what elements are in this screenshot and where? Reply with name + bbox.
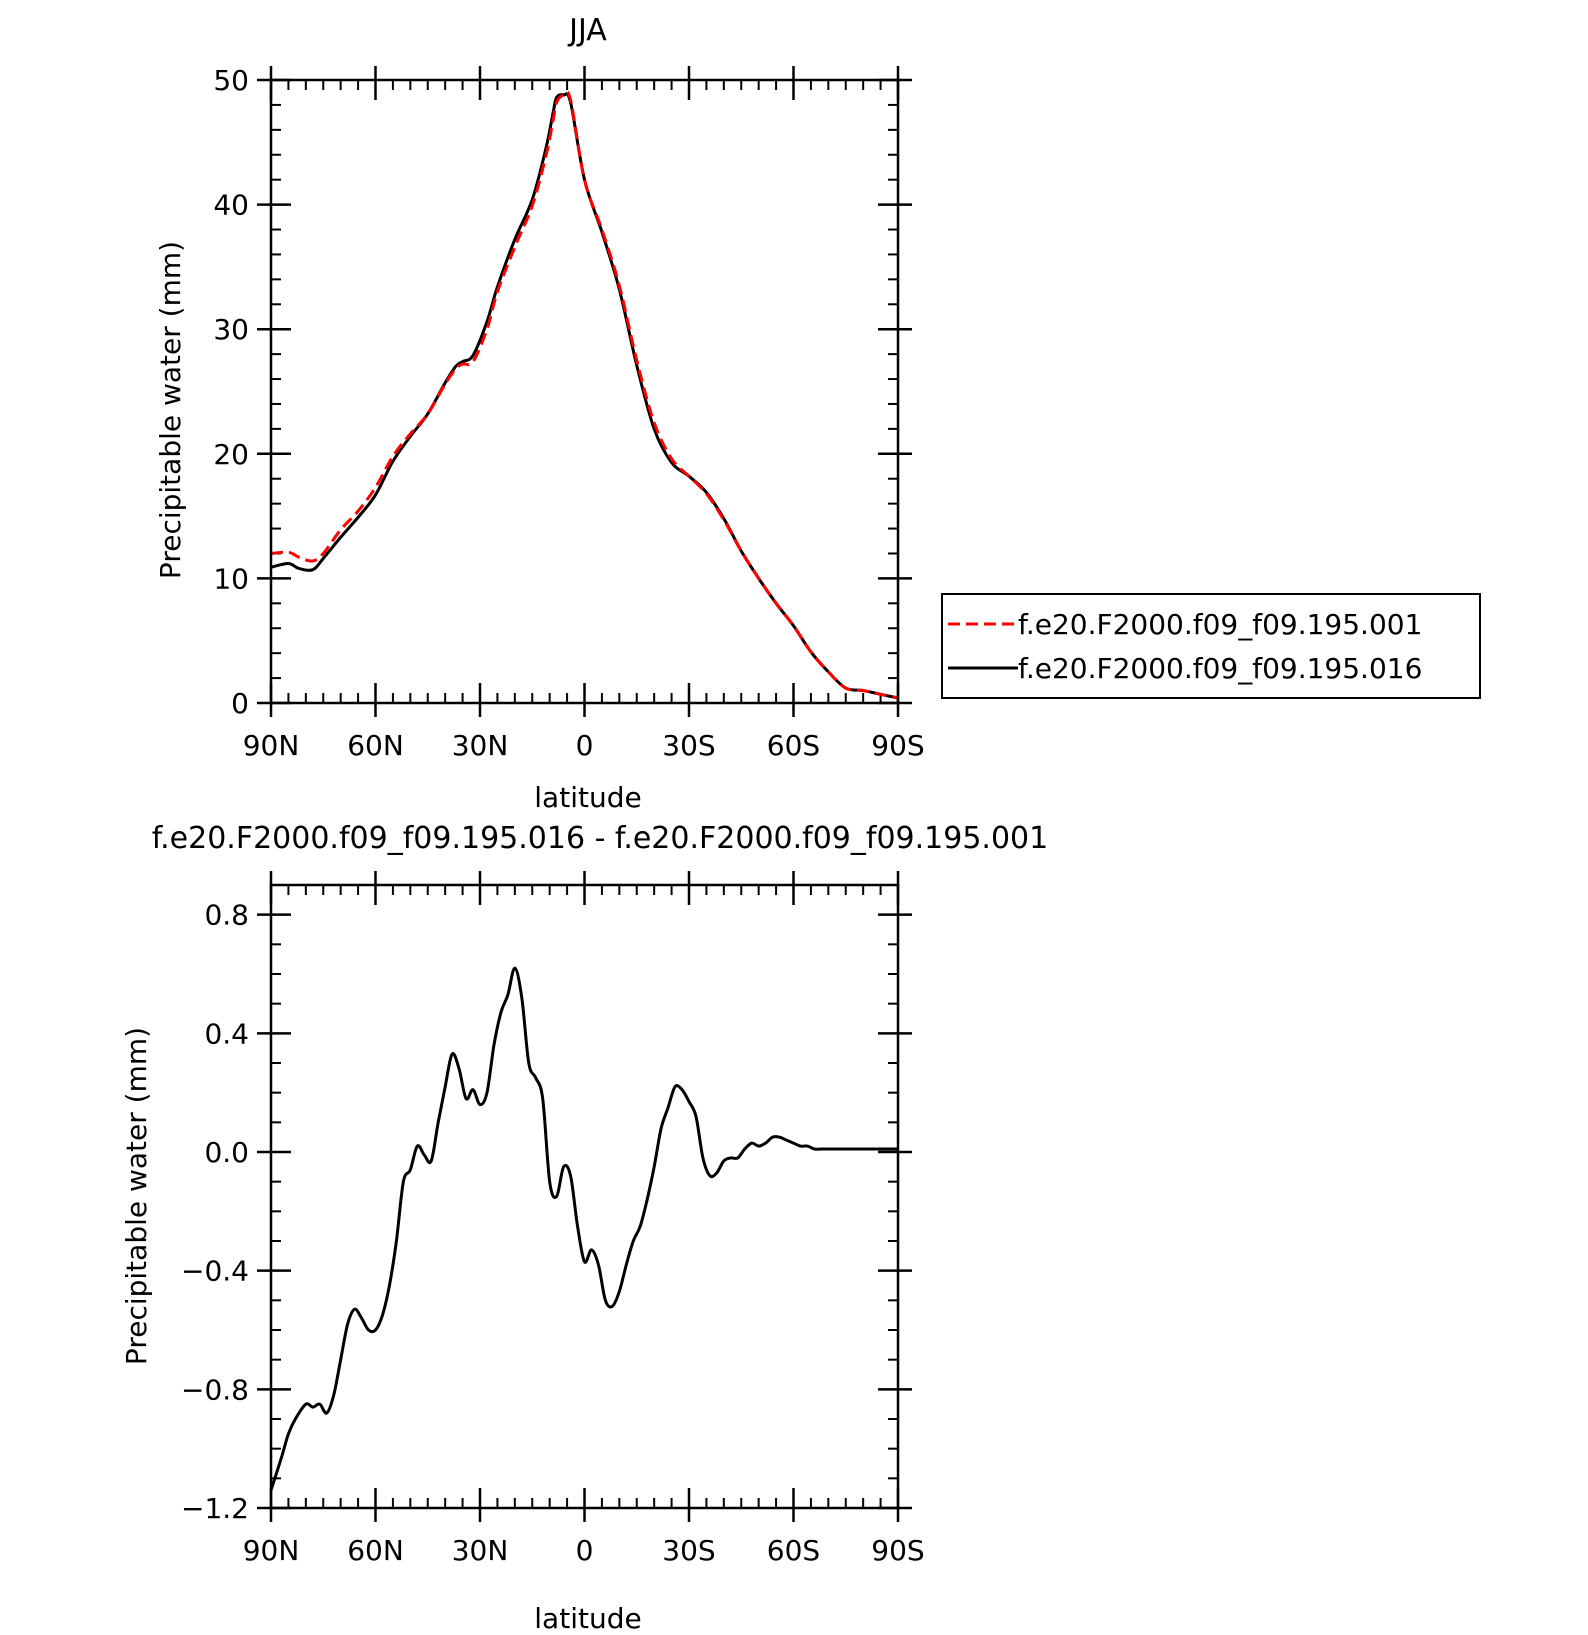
top-x-tick-label: 60S <box>767 729 820 762</box>
bottom-x-tick-label: 60N <box>347 1534 404 1567</box>
legend: f.e20.F2000.f09_f09.195.001 f.e20.F2000.… <box>941 593 1481 699</box>
legend-label-series-2: f.e20.F2000.f09_f09.195.016 <box>1018 652 1422 685</box>
top-series-line-2 <box>270 90 899 700</box>
top-y-tick-label: 50 <box>213 64 249 97</box>
top-x-tick-label: 30S <box>662 729 715 762</box>
top-y-axis-label: Precipitable water (mm) <box>154 241 187 579</box>
top-y-tick-label: 20 <box>213 438 249 471</box>
bottom-y-tick-label: 0.0 <box>204 1136 249 1169</box>
top-x-axis-label: latitude <box>534 781 641 814</box>
legend-box <box>941 593 1481 699</box>
top-chart-title: JJA <box>567 13 607 48</box>
bottom-x-axis-label: latitude <box>534 1602 641 1635</box>
bottom-chart-title: f.e20.F2000.f09_f09.195.016 - f.e20.F200… <box>152 821 1048 856</box>
bottom-y-tick-label: 0.4 <box>204 1017 249 1050</box>
legend-label-series-1: f.e20.F2000.f09_f09.195.001 <box>1018 608 1422 641</box>
bottom-y-axis-label: Precipitable water (mm) <box>120 1027 153 1365</box>
top-y-tick-label: 30 <box>213 313 249 346</box>
top-x-tick-label: 0 <box>576 729 594 762</box>
bottom-y-tick-label: −0.4 <box>181 1255 249 1288</box>
top-y-tick-label: 0 <box>231 687 249 720</box>
bottom-plot-frame <box>269 883 900 1510</box>
top-panel: JJA Precipitable water (mm) latitude 90N… <box>154 13 925 814</box>
bottom-series-line-1 <box>269 966 898 1491</box>
bottom-x-tick-label: 60S <box>767 1534 820 1567</box>
top-x-tick-label: 90S <box>871 729 924 762</box>
top-plot-area: 90N 60N 30N 0 30S 60S 90S 0 10 20 30 40 50 <box>213 64 924 762</box>
bottom-x-tick-label: 90S <box>871 1534 924 1567</box>
top-x-tick-label: 60N <box>347 729 404 762</box>
top-x-tick-label: 30N <box>452 729 509 762</box>
bottom-y-tick-label: −1.2 <box>181 1492 249 1525</box>
bottom-y-tick-label: 0.8 <box>204 899 249 932</box>
bottom-plot-area: 90N 60N 30N 0 30S 60S 90S −1.2 −0.8 −0.4 0.0 0.4 0.8 <box>181 871 925 1567</box>
bottom-x-tick-label: 30S <box>662 1534 715 1567</box>
bottom-x-tick-label: 30N <box>452 1534 509 1567</box>
top-y-tick-label: 40 <box>213 189 249 222</box>
bottom-x-tick-label: 0 <box>576 1534 594 1567</box>
top-x-tick-label: 90N <box>243 729 300 762</box>
bottom-y-tick-label: −0.8 <box>181 1373 249 1406</box>
top-plot-frame <box>269 78 900 705</box>
top-y-tick-label: 10 <box>213 562 249 595</box>
bottom-panel: f.e20.F2000.f09_f09.195.016 - f.e20.F200… <box>120 821 1048 1635</box>
bottom-x-tick-label: 90N <box>243 1534 300 1567</box>
